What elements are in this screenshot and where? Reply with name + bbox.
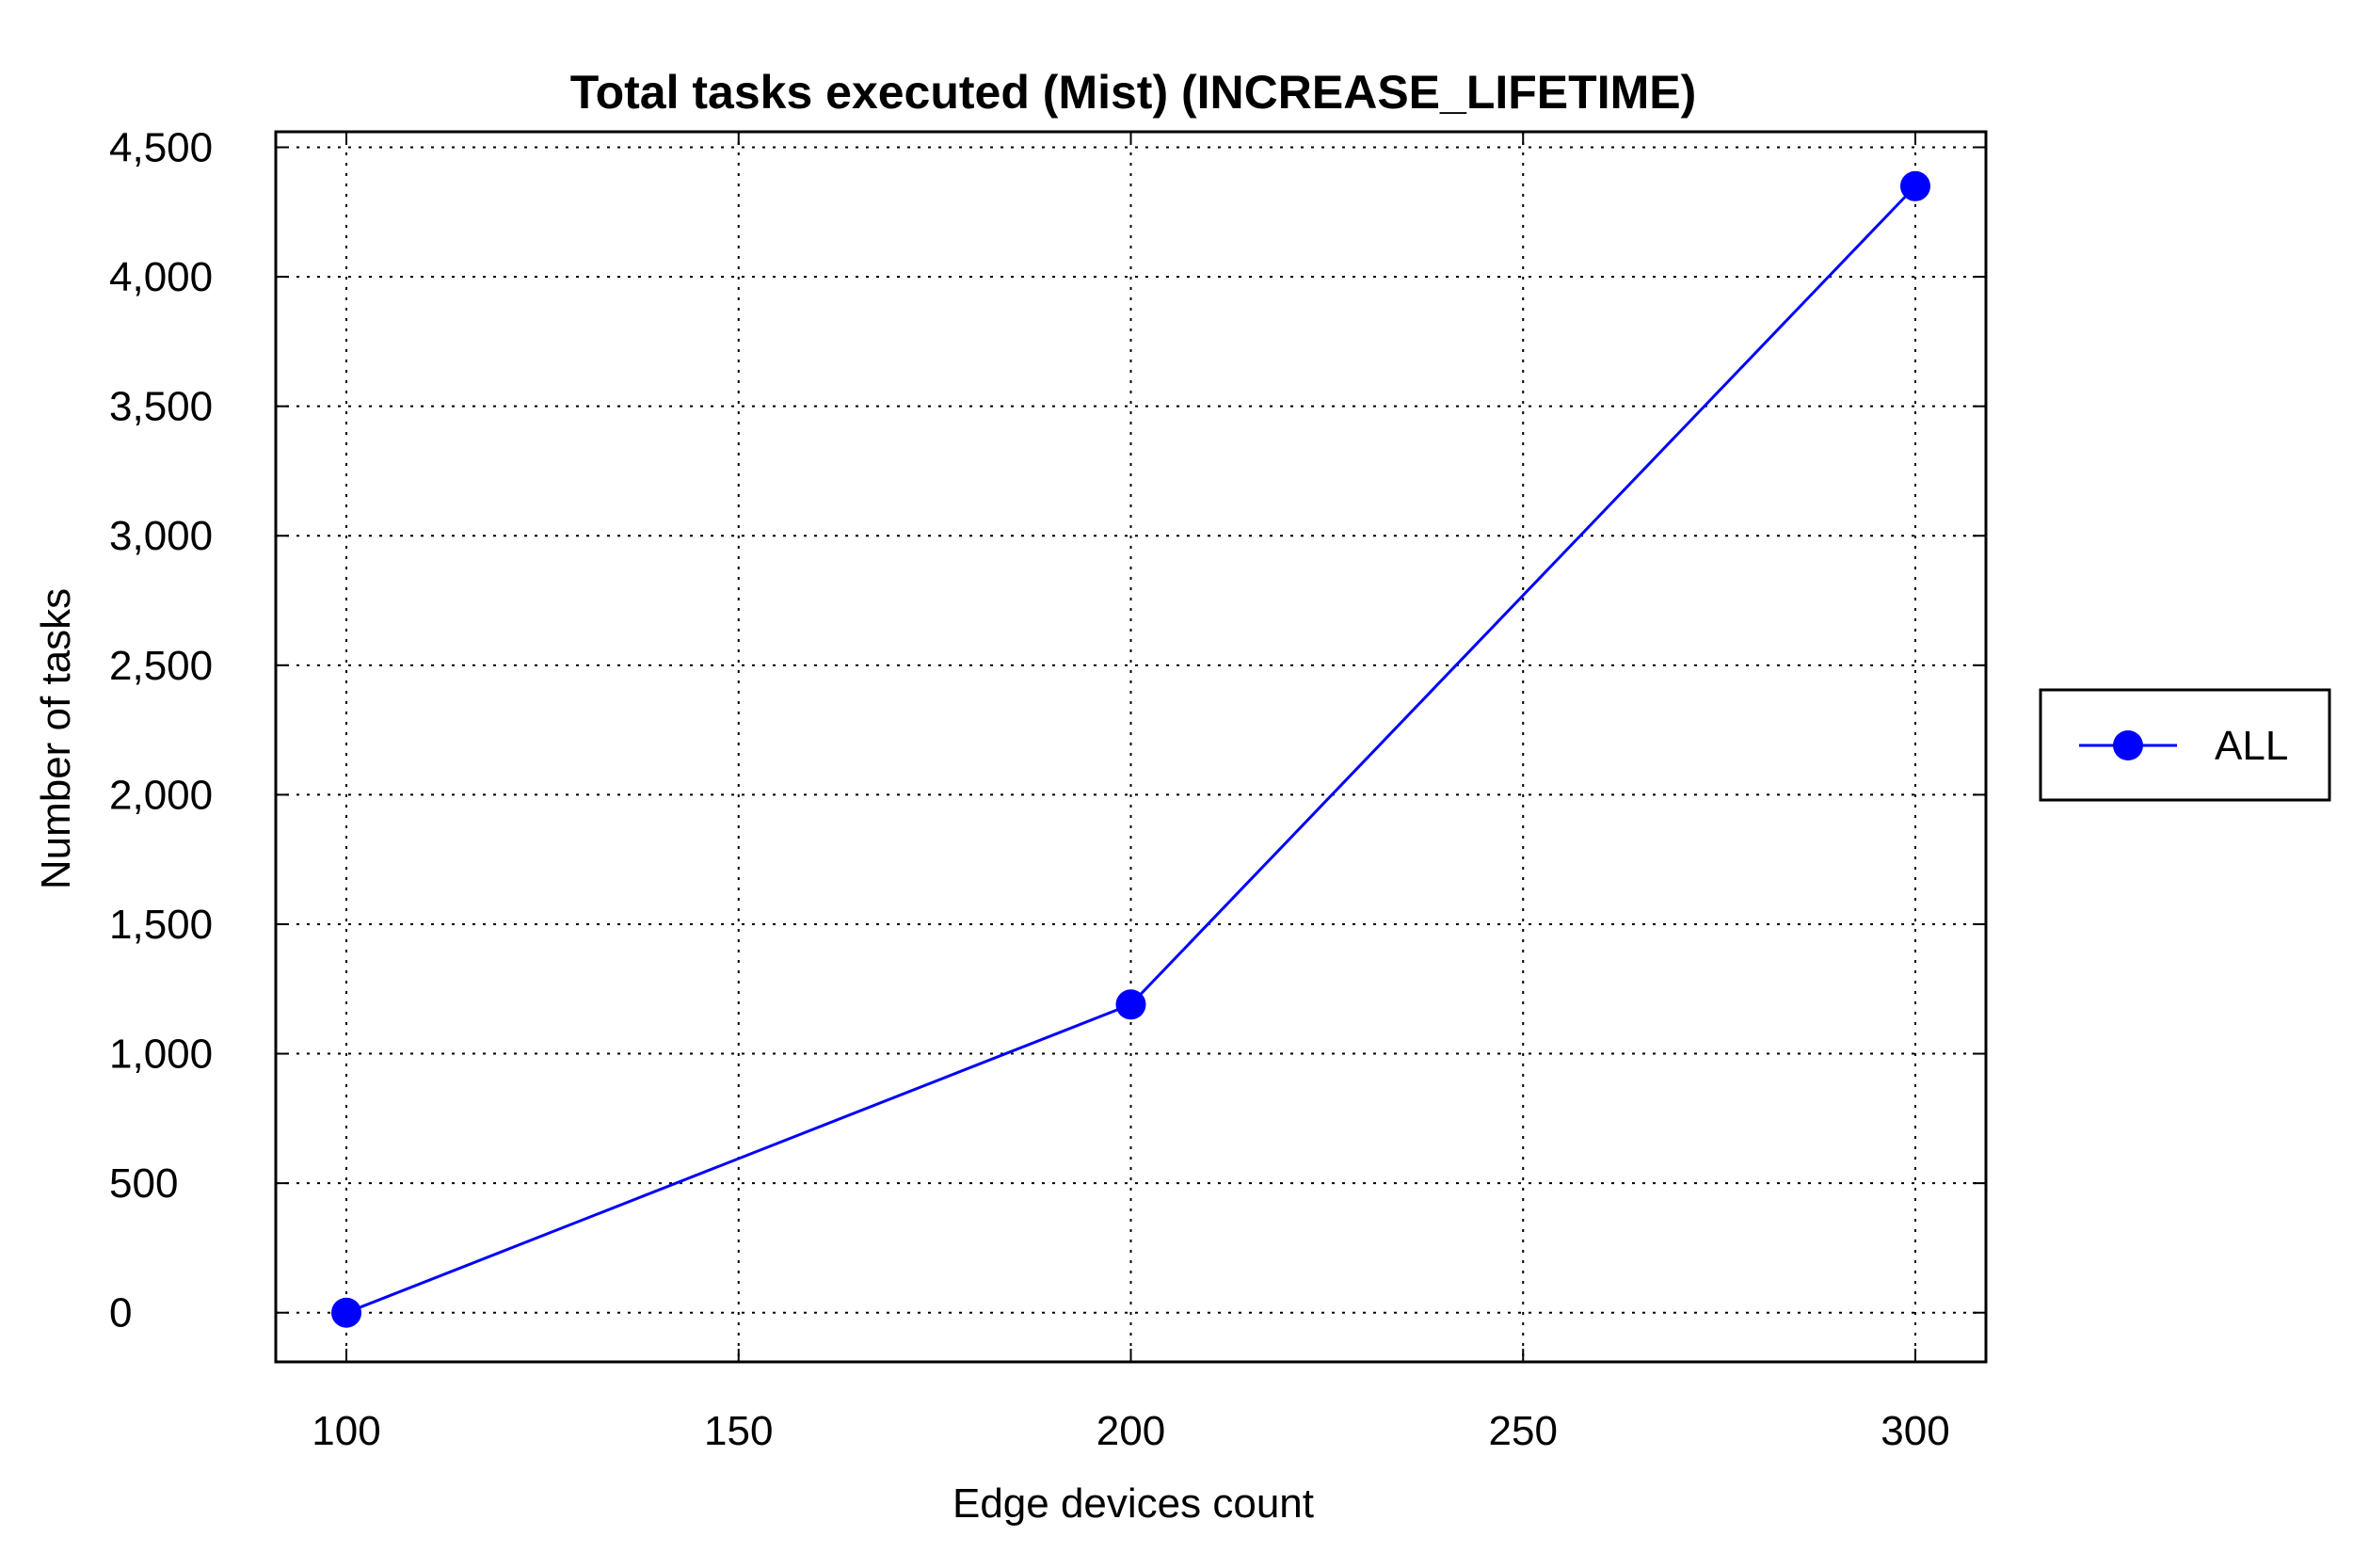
y-tick-labels: 0 500 1,000 1,500 2,000 2,500 3,000 3,500 4,000 4… — [109, 125, 213, 1336]
x-tick-labels: 100 150 200 250 300 — [312, 1408, 1949, 1454]
x-tick-label: 100 — [312, 1408, 380, 1454]
data-point — [1899, 170, 1930, 201]
x-tick-label: 300 — [1881, 1408, 1949, 1454]
legend-label-all: ALL — [2215, 723, 2288, 769]
legend-marker-all — [2113, 730, 2143, 760]
legend: ALL — [2039, 688, 2331, 802]
y-tick-label: 500 — [109, 1160, 178, 1207]
x-axis-label: Edge devices count — [952, 1480, 1314, 1527]
y-tick-label: 1,000 — [109, 1032, 213, 1078]
data-point — [331, 1297, 362, 1328]
x-tick-label: 250 — [1489, 1408, 1558, 1454]
y-tick-label: 2,000 — [109, 772, 213, 818]
y-tick-label: 3,000 — [109, 513, 213, 559]
tick-marks — [276, 132, 1986, 1362]
y-tick-label: 1,500 — [109, 902, 213, 948]
y-tick-label: 0 — [109, 1290, 132, 1336]
plot-frame — [274, 130, 1988, 1364]
y-tick-label: 4,000 — [109, 254, 213, 300]
y-tick-label: 2,500 — [109, 643, 213, 689]
y-axis-label: Number of tasks — [33, 588, 79, 889]
series-group — [331, 170, 1930, 1328]
x-tick-label: 200 — [1096, 1408, 1165, 1454]
y-tick-label: 3,500 — [109, 384, 213, 430]
grid — [276, 132, 1986, 1362]
data-point — [1115, 989, 1146, 1020]
y-tick-label: 4,500 — [109, 125, 213, 171]
chart-title: Total tasks executed (Mist) (INCREASE_LI… — [570, 66, 1696, 119]
x-tick-label: 150 — [704, 1408, 773, 1454]
